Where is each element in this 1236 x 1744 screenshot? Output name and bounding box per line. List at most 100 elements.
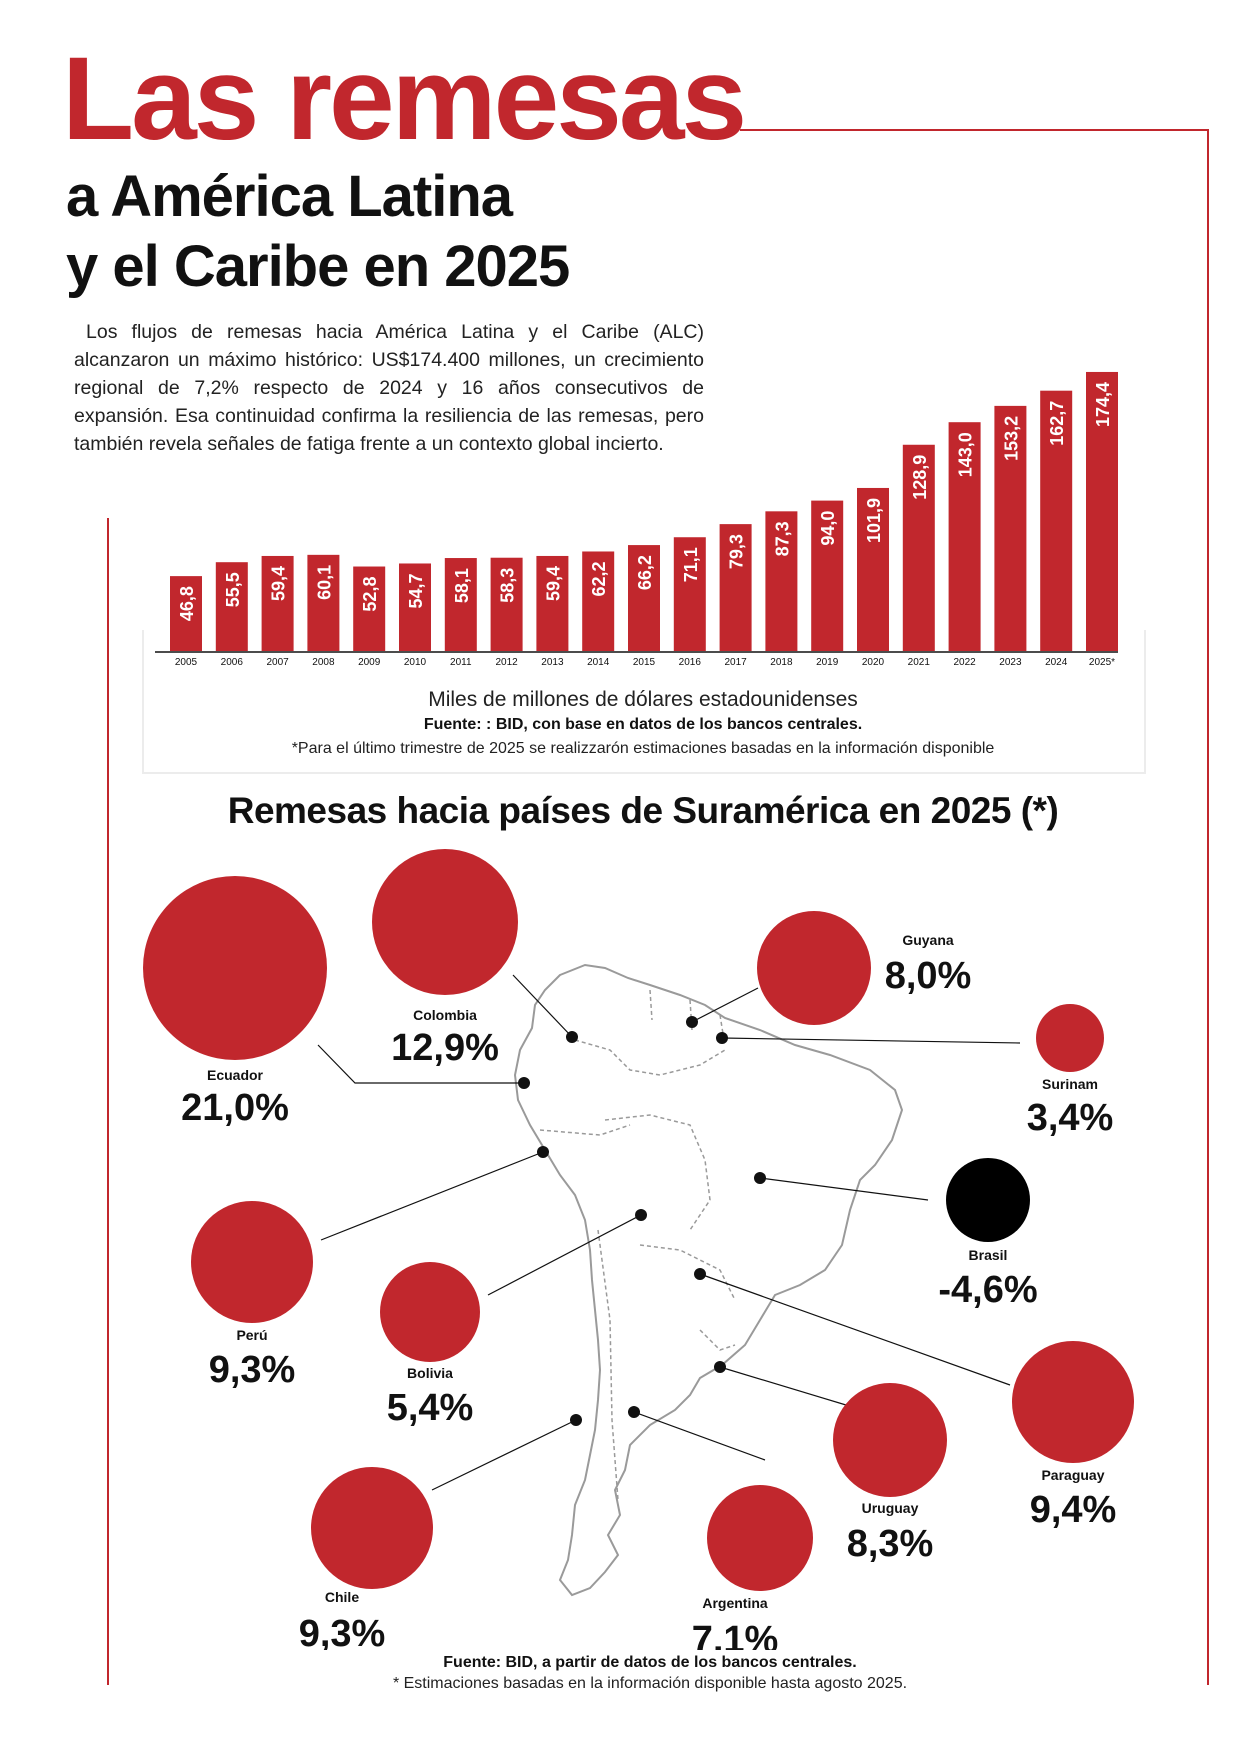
bubble <box>191 1201 313 1323</box>
location-dot <box>686 1016 698 1028</box>
connector-line <box>320 1151 544 1241</box>
south-america-outline <box>513 963 904 1597</box>
location-dot <box>566 1031 578 1043</box>
country-perú: Perú 9,3% <box>191 1146 549 1391</box>
frame-line-right <box>1207 129 1209 1685</box>
bar-value-label: 59,4 <box>543 566 563 601</box>
country-value-label: 5,4% <box>387 1387 474 1429</box>
bar-value-label: 54,7 <box>406 573 426 608</box>
country-name-label: Ecuador <box>207 1067 264 1083</box>
map-note: * Estimaciones basadas en la información… <box>392 1675 908 1692</box>
country-value-label: 9,3% <box>299 1613 386 1650</box>
country-ecuador: Ecuador 21,0% <box>143 876 530 1129</box>
internal-borders <box>539 989 736 1501</box>
x-tick-label: 2023 <box>999 657 1022 668</box>
x-tick-label: 2007 <box>266 657 289 668</box>
bar-value-label: 174,4 <box>1093 382 1113 427</box>
page-subtitle-line2: y el Caribe en 2025 <box>66 234 570 299</box>
chart-unit-label: Miles de millones de dólares estadounide… <box>428 688 858 711</box>
connector-line <box>633 1411 766 1461</box>
frame-line-left <box>107 518 109 1685</box>
bar-2023 <box>994 405 1027 651</box>
country-value-label: 3,4% <box>1027 1097 1114 1139</box>
country-value-label: 12,9% <box>391 1027 499 1069</box>
x-tick-label: 2016 <box>679 657 702 668</box>
x-tick-label: 2005 <box>175 657 198 668</box>
country-guyana: Guyana 8,0% <box>686 911 971 1028</box>
bar-2007 <box>261 555 294 651</box>
x-tick-label: 2019 <box>816 657 839 668</box>
bar-value-label: 58,3 <box>498 568 518 603</box>
bubble <box>143 876 327 1060</box>
country-value-label: 7,1% <box>692 1619 779 1650</box>
x-tick-label: 2014 <box>587 657 610 668</box>
country-value-label: 8,0% <box>885 955 972 997</box>
country-brasil: Brasil -4,6% <box>754 1158 1038 1311</box>
bar-value-label: 101,9 <box>864 498 884 543</box>
frame-line-top <box>740 129 1209 131</box>
bubble <box>833 1383 947 1497</box>
country-name-label: Surinam <box>1042 1076 1098 1092</box>
map-source: Fuente: BID, a partir de datos de los ba… <box>443 1654 857 1671</box>
bar-value-label: 58,1 <box>452 568 472 603</box>
bubble <box>757 911 871 1025</box>
connector-line <box>759 1177 929 1201</box>
bubble <box>372 849 518 995</box>
x-tick-label: 2010 <box>404 657 427 668</box>
country-value-label: -4,6% <box>938 1269 1037 1311</box>
x-tick-label: 2012 <box>495 657 518 668</box>
bar-2021 <box>902 444 935 651</box>
bar-2016 <box>673 537 706 651</box>
chart-note: *Para el último trimestre de 2025 se rea… <box>291 740 995 757</box>
bubble <box>946 1158 1030 1242</box>
x-tick-label: 2020 <box>862 657 885 668</box>
country-name-label: Perú <box>236 1327 267 1343</box>
bubble-section-title: Remesas hacia países de Suramérica en 20… <box>227 790 1059 831</box>
x-tick-label: 2025* <box>1089 657 1115 668</box>
country-name-label: Chile <box>325 1589 359 1605</box>
x-tick-label: 2015 <box>633 657 656 668</box>
bar-value-label: 87,3 <box>772 521 792 556</box>
bubble <box>380 1262 480 1362</box>
country-value-label: 9,3% <box>209 1349 296 1391</box>
page-subtitle-line1: a América Latina <box>66 164 513 229</box>
connector-line <box>487 1214 642 1296</box>
x-tick-label: 2006 <box>221 657 244 668</box>
x-tick-label: 2009 <box>358 657 381 668</box>
bar-2015 <box>628 545 660 651</box>
bar-value-label: 59,4 <box>269 566 289 601</box>
country-value-label: 9,4% <box>1030 1489 1117 1531</box>
x-tick-label: 2021 <box>908 657 931 668</box>
chart-panel <box>142 630 1146 774</box>
bar-value-label: 153,2 <box>1001 416 1021 461</box>
connector-line <box>719 1366 847 1406</box>
x-tick-label: 2011 <box>450 657 472 668</box>
country-argentina: Argentina 7,1% <box>628 1406 813 1650</box>
country-name-label: Argentina <box>702 1595 768 1611</box>
location-dot <box>570 1414 582 1426</box>
x-tick-label: 2024 <box>1045 657 1068 668</box>
bar-2018 <box>765 511 798 651</box>
country-colombia: Colombia 12,9% <box>372 849 578 1069</box>
country-name-label: Bolivia <box>407 1365 453 1381</box>
bar-2019 <box>811 500 844 651</box>
x-tick-label: 2017 <box>724 657 747 668</box>
chart-source: Fuente: : BID, con base en datos de los … <box>423 716 863 733</box>
country-paraguay: Paraguay 9,4% <box>694 1268 1134 1531</box>
country-bolivia: Bolivia 5,4% <box>380 1209 647 1429</box>
location-dot <box>628 1406 640 1418</box>
connector-line <box>721 1037 1021 1044</box>
bar-2013 <box>536 555 569 651</box>
location-dot <box>714 1361 726 1373</box>
location-dot <box>694 1268 706 1280</box>
bubble <box>1036 1004 1104 1072</box>
country-name-label: Guyana <box>902 932 954 948</box>
location-dot <box>754 1172 766 1184</box>
bar-2009 <box>353 566 386 651</box>
x-tick-label: 2008 <box>312 657 335 668</box>
bar-value-label: 128,9 <box>910 455 930 500</box>
bar-2006 <box>215 562 248 651</box>
bar-value-label: 162,7 <box>1047 401 1067 446</box>
x-tick-label: 2013 <box>541 657 564 668</box>
x-tick-label: 2018 <box>770 657 793 668</box>
